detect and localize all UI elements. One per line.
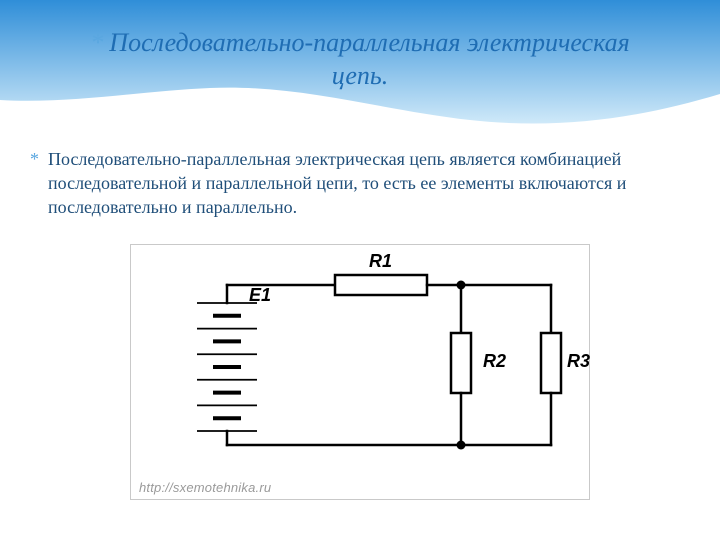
title-bullet-icon: *: [90, 28, 103, 57]
title-text: Последовательно-параллельная электрическ…: [109, 28, 629, 90]
body-content: * Последовательно-параллельная электриче…: [0, 148, 720, 219]
title-banner: *Последовательно-параллельная электричес…: [0, 0, 720, 128]
svg-text:E1: E1: [249, 285, 271, 305]
bullet-icon: *: [30, 148, 40, 172]
circuit-figure: E1 R1 R2 R3 http://sxemotehnika.ru: [130, 244, 590, 500]
page-title: *Последовательно-параллельная электричес…: [0, 26, 720, 93]
bullet-item: * Последовательно-параллельная электриче…: [48, 148, 688, 219]
circuit-diagram: E1 R1 R2 R3: [131, 245, 591, 501]
figure-credit: http://sxemotehnika.ru: [139, 480, 271, 495]
svg-text:R2: R2: [483, 351, 506, 371]
svg-text:R3: R3: [567, 351, 590, 371]
bullet-text: Последовательно-параллельная электрическ…: [48, 148, 688, 219]
svg-text:R1: R1: [369, 251, 392, 271]
